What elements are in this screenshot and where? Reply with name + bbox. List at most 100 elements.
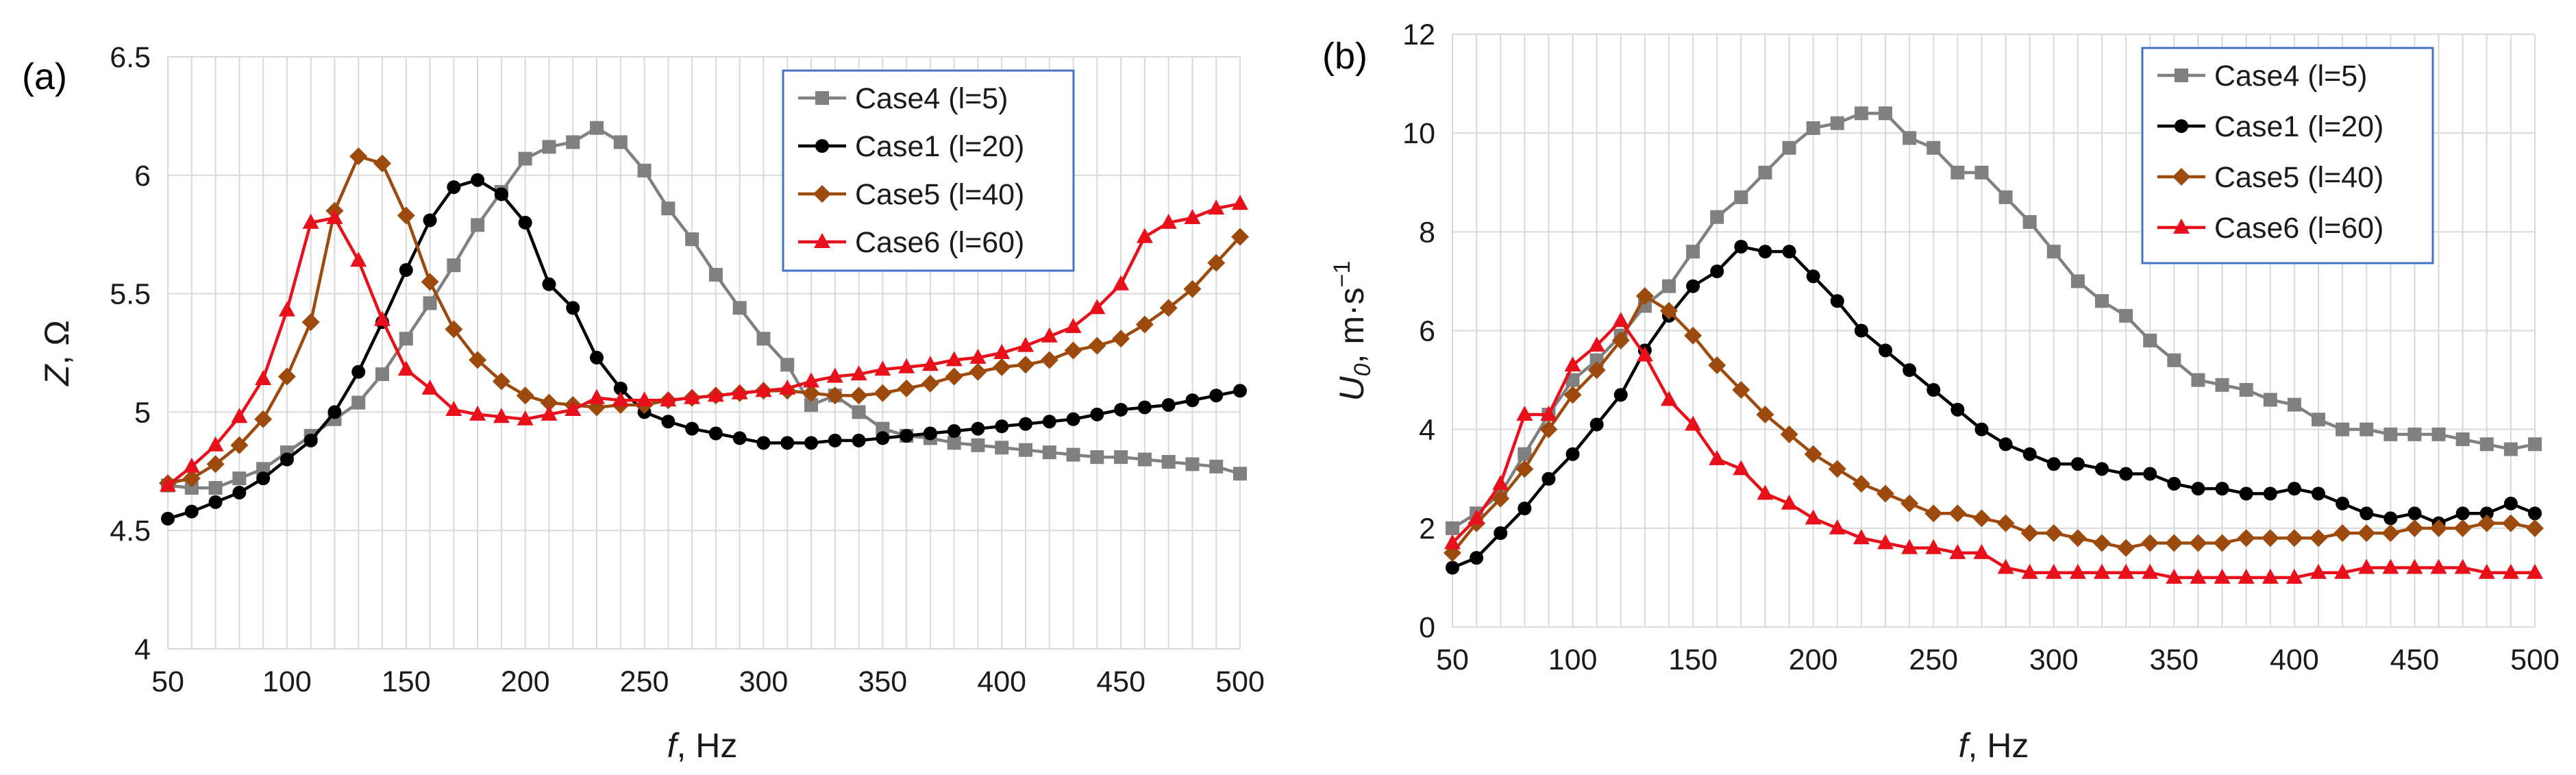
series-1-point-41 bbox=[1137, 400, 1152, 415]
series-1-point-10 bbox=[399, 263, 413, 278]
series-2-point-35 bbox=[993, 358, 1011, 376]
series-3-point-45 bbox=[2527, 563, 2543, 579]
grid bbox=[167, 56, 1241, 650]
legend-label: Case1 (l=20) bbox=[855, 130, 1024, 163]
series-1-point-45 bbox=[1233, 384, 1247, 398]
series-1-point-24 bbox=[732, 431, 747, 445]
legend-box bbox=[782, 69, 1075, 272]
series-3-point-27 bbox=[2094, 563, 2110, 579]
y-tick-label: 4 bbox=[134, 633, 151, 666]
series-3-point-38 bbox=[1065, 317, 1082, 333]
x-tick-label: 350 bbox=[2149, 643, 2199, 676]
series-2-point-28 bbox=[2117, 539, 2135, 557]
y-axis-label-sup: −1 bbox=[1329, 261, 1355, 288]
data-series bbox=[1444, 106, 2544, 584]
series-3-point-17 bbox=[565, 400, 582, 416]
series-2-point-11 bbox=[421, 273, 439, 291]
series-1-point-45 bbox=[2528, 506, 2542, 521]
series-2-point-27 bbox=[802, 384, 820, 402]
series-1-point-0 bbox=[1446, 561, 1459, 575]
series-1-point-19 bbox=[613, 381, 628, 395]
legend-item: Case6 (l=60) bbox=[2157, 212, 2383, 245]
series-3 bbox=[1444, 312, 2543, 584]
series-3-point-7 bbox=[1612, 312, 1629, 328]
series-3-point-13 bbox=[469, 405, 486, 421]
series-3-point-14 bbox=[493, 408, 510, 423]
series-1-point-7 bbox=[327, 405, 342, 419]
series-1-point-25 bbox=[756, 436, 771, 450]
y-axis-label-var: Z bbox=[38, 364, 76, 386]
series-2-point-4 bbox=[1539, 420, 1558, 439]
series-1-point-13 bbox=[471, 173, 485, 187]
series-3-point-1 bbox=[183, 457, 200, 473]
series-1-point-33 bbox=[2239, 487, 2253, 501]
series-3-point-2 bbox=[207, 436, 224, 452]
series-1-point-44 bbox=[2503, 496, 2518, 510]
series-0-point-1 bbox=[184, 480, 199, 495]
y-tick-label: 12 bbox=[1402, 19, 1435, 51]
series-0-point-27 bbox=[804, 398, 818, 413]
series-3-point-7 bbox=[326, 209, 343, 225]
x-tick-label: 350 bbox=[858, 665, 907, 698]
series-2-point-24 bbox=[2020, 524, 2039, 543]
y-tick-label: 5.5 bbox=[110, 278, 151, 311]
series-3-point-26 bbox=[779, 379, 796, 395]
series-2-point-36 bbox=[2309, 529, 2327, 548]
series-2 bbox=[159, 147, 1249, 493]
series-3-point-45 bbox=[1232, 195, 1248, 210]
series-1-point-18 bbox=[1879, 343, 1892, 358]
series-1-point-2 bbox=[1494, 526, 1508, 541]
series-3-point-34 bbox=[2262, 568, 2279, 584]
series-1-point-12 bbox=[1734, 239, 1748, 254]
series-2-point-43 bbox=[2477, 514, 2496, 532]
series-2-point-45 bbox=[1231, 227, 1249, 246]
series-3-point-6 bbox=[302, 213, 319, 229]
series-3-point-31 bbox=[898, 358, 915, 373]
legend-item: Case5 (l=40) bbox=[2157, 161, 2383, 194]
legend-label: Case4 (l=5) bbox=[2214, 60, 2367, 93]
panel-label: (a) bbox=[22, 56, 67, 97]
series-1-point-29 bbox=[2143, 467, 2157, 481]
series-0-point-39 bbox=[2383, 427, 2398, 441]
series-3-point-23 bbox=[707, 386, 724, 402]
series-3-point-21 bbox=[1949, 543, 1966, 559]
series-3-point-40 bbox=[1113, 275, 1130, 291]
series-0-point-30 bbox=[876, 421, 890, 436]
series-2-point-32 bbox=[921, 374, 939, 393]
series-3-point-43 bbox=[1184, 209, 1201, 225]
series-1-point-31 bbox=[2191, 482, 2205, 496]
series-0-point-26 bbox=[2070, 274, 2085, 288]
legend-item: Case4 (l=5) bbox=[798, 82, 1008, 115]
series-0-point-42 bbox=[2455, 432, 2470, 447]
series-2-point-39 bbox=[1088, 336, 1106, 355]
y-tick-label: 6.5 bbox=[110, 41, 151, 74]
series-2-point-1 bbox=[182, 469, 201, 488]
x-tick-label: 100 bbox=[1548, 643, 1598, 676]
series-3-point-37 bbox=[1041, 327, 1058, 343]
series-0-point-10 bbox=[1686, 245, 1700, 259]
y-axis-label-unit: , Ω bbox=[38, 320, 76, 365]
series-2-point-28 bbox=[826, 386, 844, 405]
legend-label: Case6 (l=60) bbox=[2214, 212, 2383, 245]
series-0-point-23 bbox=[708, 267, 723, 282]
legend-item: Case4 (l=5) bbox=[2157, 60, 2367, 93]
series-0-point-30 bbox=[2167, 353, 2181, 367]
x-tick-label: 450 bbox=[1096, 665, 1145, 698]
series-0-point-16 bbox=[542, 140, 556, 154]
series-2-point-5 bbox=[277, 367, 296, 386]
y-axis-label-sub: 0 bbox=[1350, 363, 1376, 376]
series-3-point-14 bbox=[1781, 494, 1798, 510]
series-2-point-6 bbox=[301, 313, 320, 332]
series-3-point-40 bbox=[2406, 558, 2423, 574]
series-1-point-14 bbox=[1782, 245, 1796, 259]
series-2-point-8 bbox=[1635, 287, 1654, 306]
series-0-point-15 bbox=[1806, 121, 1820, 135]
series-1-point-36 bbox=[2312, 487, 2325, 501]
legend: Case4 (l=5) Case1 (l=20) Case5 (l=40) Case6… bbox=[2141, 47, 2434, 265]
series-0-point-12 bbox=[1734, 190, 1748, 204]
series-2-point-34 bbox=[969, 362, 987, 381]
y-tick-label: 4 bbox=[1419, 414, 1435, 447]
series-1-point-39 bbox=[2383, 511, 2398, 526]
y-tick-label: 4.5 bbox=[110, 515, 151, 548]
